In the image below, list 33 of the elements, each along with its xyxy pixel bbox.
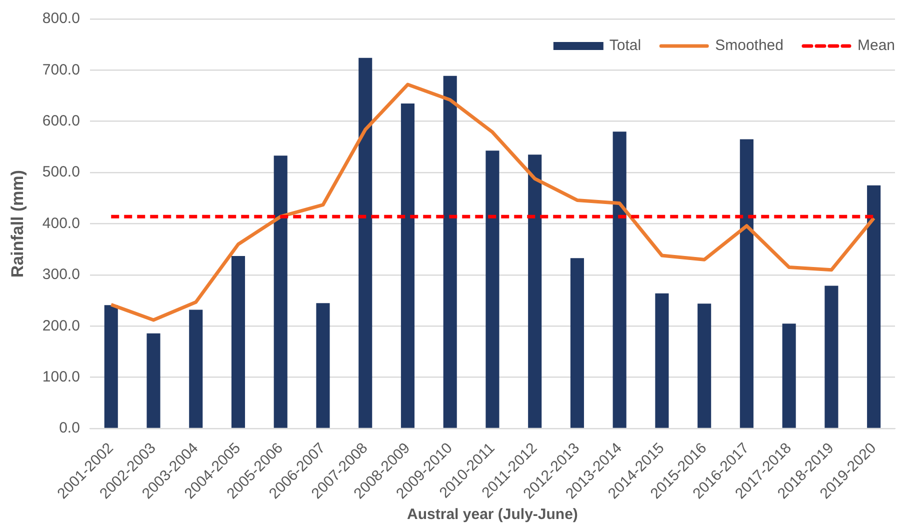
y-tick-label: 200.0 <box>42 317 80 334</box>
y-tick-label: 600.0 <box>42 112 80 130</box>
y-tick-label: 100.0 <box>42 368 80 386</box>
y-tick-label: 400.0 <box>42 214 80 232</box>
bar <box>782 324 796 428</box>
bar <box>443 76 457 428</box>
bar <box>400 103 415 428</box>
y-tick-label: 800.0 <box>42 10 80 28</box>
bar <box>867 185 881 428</box>
legend-label: Smoothed <box>715 37 784 54</box>
bar <box>146 333 160 428</box>
bar <box>316 303 330 428</box>
y-tick-label: 500.0 <box>42 164 80 181</box>
bar <box>698 304 712 428</box>
legend-label: Total <box>609 37 642 54</box>
y-tick-label: 700.0 <box>42 61 80 78</box>
bar <box>528 154 542 428</box>
bar <box>189 310 203 428</box>
bar <box>358 58 372 428</box>
bar <box>104 305 118 428</box>
bar <box>274 156 288 428</box>
bar <box>612 132 626 428</box>
bar <box>486 150 500 428</box>
bar <box>231 256 246 428</box>
y-tick-label: 0.0 <box>59 420 80 437</box>
y-tick-label: 300.0 <box>42 266 80 284</box>
bar <box>570 258 584 428</box>
legend-label: Mean <box>857 37 896 54</box>
x-axis-title: Austral year (July-June) <box>407 506 578 524</box>
bar <box>740 139 754 428</box>
y-axis-title: Rainfall (mm) <box>8 170 27 278</box>
bar <box>655 293 669 428</box>
bar <box>824 286 838 428</box>
